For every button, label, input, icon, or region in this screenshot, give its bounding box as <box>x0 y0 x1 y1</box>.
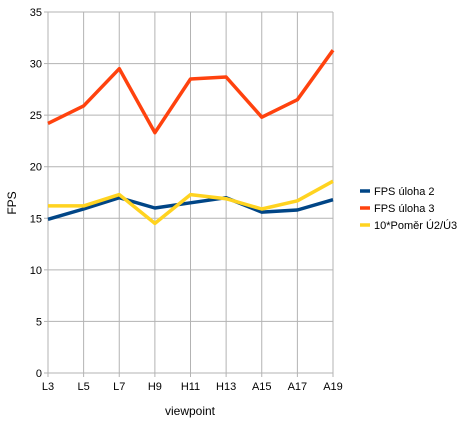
x-tick-label: H9 <box>148 381 162 393</box>
legend-entry-label: FPS úloha 3 <box>374 203 435 215</box>
y-tick-label: 35 <box>30 7 42 19</box>
y-tick-label: 20 <box>30 162 42 174</box>
y-tick-label: 30 <box>30 59 42 71</box>
x-tick-label: L5 <box>78 381 90 393</box>
x-tick-label: L3 <box>42 381 54 393</box>
x-tick-label: A17 <box>288 381 308 393</box>
x-tick-label: A15 <box>252 381 272 393</box>
y-tick-labels: 0 5 10 15 20 25 30 35 <box>30 7 42 380</box>
x-tick-label: A19 <box>323 381 343 393</box>
y-tick-label: 0 <box>36 368 42 380</box>
series-line-3 <box>48 179 334 226</box>
legend-entry-label: FPS úloha 2 <box>374 186 435 198</box>
x-tick-label: H11 <box>181 381 200 393</box>
legend: FPS úloha 2 FPS úloha 3 10*Poměr Ú2/Ú3 <box>360 186 457 232</box>
y-tick-label: 15 <box>30 213 42 225</box>
y-tick-label: 10 <box>30 265 42 277</box>
x-tick-label: H13 <box>216 381 236 393</box>
y-tick-label: 5 <box>36 316 42 328</box>
x-tick-label: L7 <box>113 381 125 393</box>
series-lines <box>47 49 335 226</box>
y-axis-label: FPS <box>5 191 19 214</box>
y-tick-label: 25 <box>30 110 42 122</box>
x-axis-label: viewpoint <box>165 404 216 418</box>
x-tick-labels: L3 L5 L7 H9 H11 H13 A15 A17 A19 <box>42 381 343 393</box>
series-line-1 <box>47 195 334 221</box>
legend-entry-label: 10*Poměr Ú2/Ú3 <box>374 219 457 232</box>
series-line-2 <box>47 49 335 135</box>
